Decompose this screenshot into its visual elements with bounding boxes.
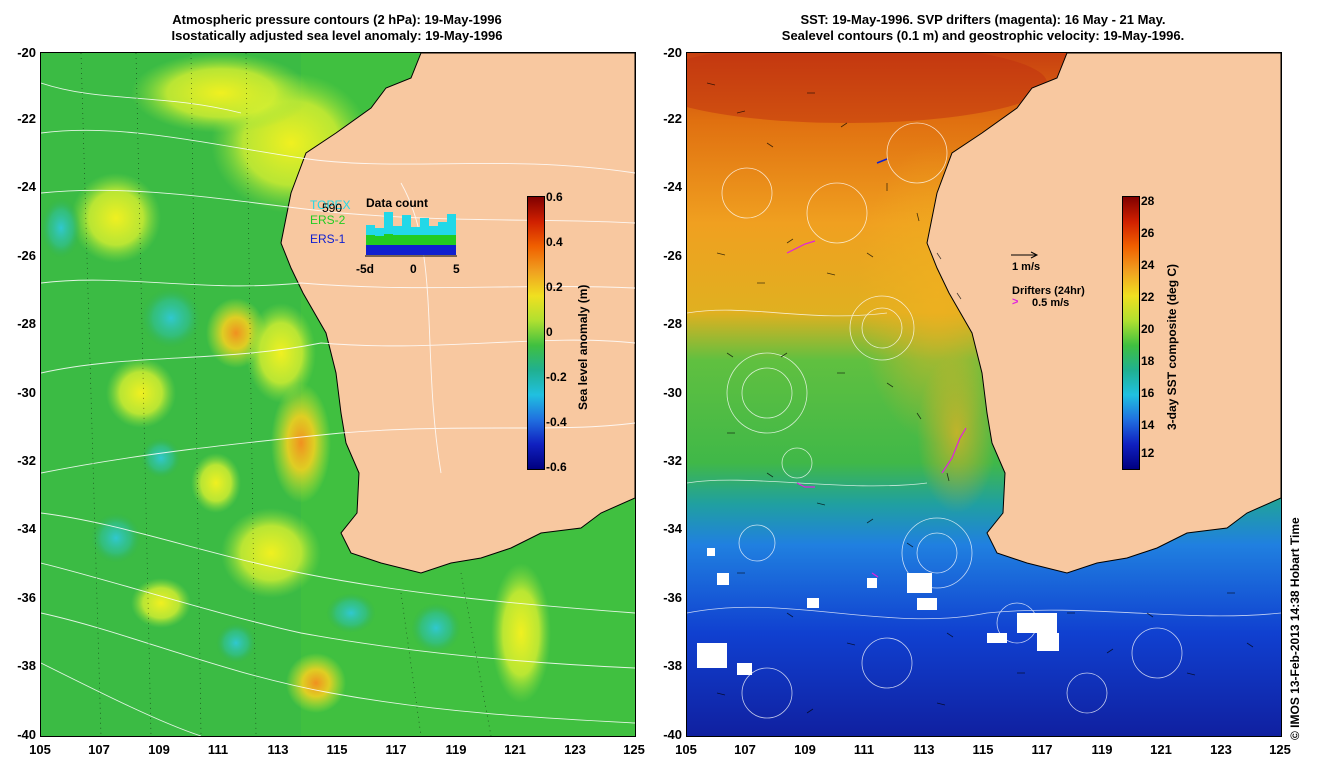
y-tick: -40: [663, 727, 682, 742]
colorbar-tick: 0.2: [546, 280, 563, 294]
left-map[interactable]: [40, 52, 636, 737]
left-title-line1: Atmospheric pressure contours (2 hPa): 1…: [172, 12, 502, 27]
y-tick: -34: [663, 521, 682, 536]
legend-topex: TOPEX: [310, 198, 351, 212]
colorbar-tick: 18: [1141, 354, 1155, 368]
data-count-value: 590: [322, 201, 343, 215]
right-title-line1: SST: 19-May-1996. SVP drifters (magenta)…: [800, 12, 1166, 27]
colorbar-tick: -0.4: [546, 415, 567, 429]
australia-land-sst: [926, 53, 1281, 574]
drifters-label: Drifters (24hr): [1012, 285, 1085, 297]
y-tick: -24: [663, 179, 682, 194]
x-tick: 109: [794, 742, 816, 757]
x-tick: 105: [675, 742, 697, 757]
y-tick: -22: [663, 111, 682, 126]
y-tick: -36: [663, 590, 682, 605]
x-tick: 125: [623, 742, 645, 757]
histogram-x-tick: 5: [453, 262, 460, 276]
left-title: Atmospheric pressure contours (2 hPa): 1…: [40, 12, 634, 44]
y-tick: -26: [663, 248, 682, 263]
australia-land: [280, 53, 635, 574]
sea-level-colorbar: [527, 196, 545, 470]
sst-map: [687, 53, 1281, 736]
x-tick: 115: [972, 742, 994, 757]
colorbar-tick: 22: [1141, 290, 1155, 304]
colorbar-tick: 0.4: [546, 235, 563, 249]
colorbar-tick: 0.6: [546, 190, 563, 204]
x-tick: 125: [1269, 742, 1291, 757]
y-tick: -22: [17, 111, 36, 126]
x-tick: 119: [445, 742, 467, 757]
x-tick: 119: [1091, 742, 1113, 757]
x-tick: 105: [29, 742, 51, 757]
drifters-scale-label: 0.5 m/s: [1032, 297, 1070, 309]
y-tick: -34: [17, 521, 36, 536]
y-tick: -26: [17, 248, 36, 263]
imos-credit: © IMOS 13-Feb-2013 14:38 Hobart Time: [1288, 517, 1302, 740]
velocity-arrow-icon: [1011, 251, 1039, 259]
y-tick: -28: [663, 316, 682, 331]
y-tick: -24: [17, 179, 36, 194]
x-tick: 109: [148, 742, 170, 757]
data-count-title: Data count: [366, 196, 429, 210]
x-tick: 107: [734, 742, 756, 757]
colorbar-tick: 24: [1141, 258, 1155, 272]
y-tick: -38: [17, 658, 36, 673]
x-tick: 121: [1150, 742, 1172, 757]
x-tick: 123: [564, 742, 586, 757]
y-tick: -36: [17, 590, 36, 605]
legend-ers1: ERS-1: [310, 232, 346, 246]
y-tick: -40: [17, 727, 36, 742]
y-tick: -20: [17, 45, 36, 60]
y-tick: -30: [663, 385, 682, 400]
x-tick: 107: [88, 742, 110, 757]
colorbar-tick: 16: [1141, 386, 1155, 400]
colorbar-tick: -0.2: [546, 370, 567, 384]
colorbar-tick: 14: [1141, 418, 1155, 432]
x-tick: 113: [267, 742, 289, 757]
x-tick: 111: [207, 742, 229, 757]
right-title-line2: Sealevel contours (0.1 m) and geostrophi…: [781, 28, 1185, 43]
right-map[interactable]: [686, 52, 1282, 737]
right-title: SST: 19-May-1996. SVP drifters (magenta)…: [686, 12, 1280, 44]
x-tick: 117: [1031, 742, 1053, 757]
colorbar-tick: -0.6: [546, 460, 567, 474]
y-tick: -20: [663, 45, 682, 60]
y-tick: -32: [17, 453, 36, 468]
colorbar-tick: 20: [1141, 322, 1155, 336]
legend-ers2: ERS-2: [310, 213, 346, 227]
y-tick: -32: [663, 453, 682, 468]
colorbar-label: Sea level anomaly (m): [576, 284, 590, 410]
x-tick: 111: [853, 742, 875, 757]
x-tick: 115: [326, 742, 348, 757]
y-tick: -28: [17, 316, 36, 331]
histogram-x-tick: -5d: [356, 262, 374, 276]
x-tick: 123: [1210, 742, 1232, 757]
histogram-x-tick: 0: [410, 262, 417, 276]
y-tick: -30: [17, 385, 36, 400]
x-tick: 117: [385, 742, 407, 757]
data-count-histogram: [365, 212, 457, 257]
colorbar-tick: 26: [1141, 226, 1155, 240]
colorbar-tick: 12: [1141, 446, 1155, 460]
velocity-scale-label: 1 m/s: [1012, 261, 1041, 273]
colorbar-tick: 28: [1141, 194, 1155, 208]
drifter-arrow-icon: >: [1012, 296, 1019, 308]
colorbar-label: 3-day SST composite (deg C): [1165, 263, 1179, 430]
sea-level-anomaly-map: [41, 53, 635, 736]
colorbar-tick: 0: [546, 325, 553, 339]
left-title-line2: Isostatically adjusted sea level anomaly…: [171, 28, 503, 43]
x-tick: 121: [504, 742, 526, 757]
sst-colorbar: [1122, 196, 1140, 470]
y-tick: -38: [663, 658, 682, 673]
x-tick: 113: [913, 742, 935, 757]
